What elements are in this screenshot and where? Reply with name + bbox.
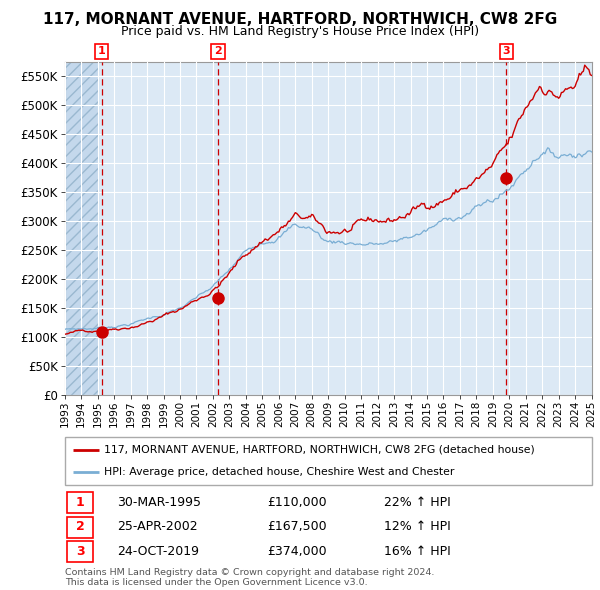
Text: £374,000: £374,000 [268, 545, 327, 558]
Text: 30-MAR-1995: 30-MAR-1995 [118, 496, 202, 509]
Text: Contains HM Land Registry data © Crown copyright and database right 2024.: Contains HM Land Registry data © Crown c… [65, 568, 434, 576]
Text: 16% ↑ HPI: 16% ↑ HPI [383, 545, 450, 558]
Text: 117, MORNANT AVENUE, HARTFORD, NORTHWICH, CW8 2FG (detached house): 117, MORNANT AVENUE, HARTFORD, NORTHWICH… [104, 445, 535, 455]
Text: £110,000: £110,000 [268, 496, 327, 509]
Text: 24-OCT-2019: 24-OCT-2019 [118, 545, 199, 558]
Text: 3: 3 [502, 47, 510, 57]
Text: 22% ↑ HPI: 22% ↑ HPI [383, 496, 450, 509]
Text: £167,500: £167,500 [268, 520, 327, 533]
Text: 1: 1 [98, 47, 106, 57]
FancyBboxPatch shape [67, 541, 93, 562]
Text: 12% ↑ HPI: 12% ↑ HPI [383, 520, 450, 533]
Text: This data is licensed under the Open Government Licence v3.0.: This data is licensed under the Open Gov… [65, 578, 367, 587]
Bar [65, 62, 98, 395]
Text: 2: 2 [76, 520, 85, 533]
Text: 2: 2 [214, 47, 222, 57]
Text: 117, MORNANT AVENUE, HARTFORD, NORTHWICH, CW8 2FG: 117, MORNANT AVENUE, HARTFORD, NORTHWICH… [43, 12, 557, 27]
FancyBboxPatch shape [65, 437, 592, 485]
Text: Price paid vs. HM Land Registry's House Price Index (HPI): Price paid vs. HM Land Registry's House … [121, 25, 479, 38]
Text: HPI: Average price, detached house, Cheshire West and Chester: HPI: Average price, detached house, Ches… [104, 467, 455, 477]
FancyBboxPatch shape [67, 492, 93, 513]
Bar [65, 62, 98, 395]
Text: 3: 3 [76, 545, 85, 558]
Text: 25-APR-2002: 25-APR-2002 [118, 520, 198, 533]
Text: 1: 1 [76, 496, 85, 509]
FancyBboxPatch shape [67, 517, 93, 537]
